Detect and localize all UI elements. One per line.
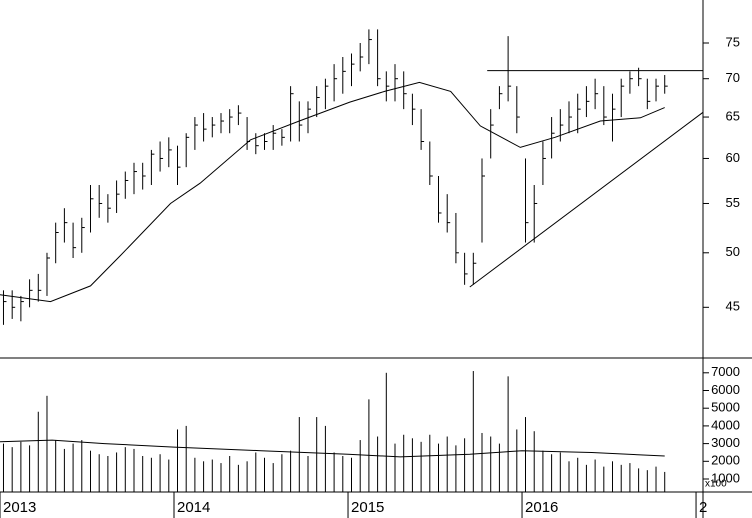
x-tick-label: 2015 <box>351 499 384 516</box>
trend-line <box>469 111 704 288</box>
y-tick-label: 60 <box>726 150 740 165</box>
y-tick-label: 1000 <box>711 470 740 485</box>
y-tick-label: 2000 <box>711 453 740 468</box>
y-tick-label: 55 <box>726 195 740 210</box>
y-tick-label: 7000 <box>711 364 740 379</box>
y-tick-label: 5000 <box>711 400 740 415</box>
y-tick-label: 50 <box>726 244 740 259</box>
x-tick-label: 2014 <box>177 499 210 516</box>
y-tick-label: 3000 <box>711 435 740 450</box>
y-tick-label: 45 <box>726 299 740 314</box>
x-tick-label: 2 <box>699 499 707 516</box>
y-tick-label: 65 <box>726 108 740 123</box>
moving-average <box>0 81 665 303</box>
y-tick-label: 6000 <box>711 382 740 397</box>
y-tick-label: 70 <box>726 70 740 85</box>
x-tick-label: 2016 <box>525 499 558 516</box>
x-tick-label: 2013 <box>3 499 36 516</box>
axis-multiplier: x100 <box>705 479 727 490</box>
y-tick-label: 75 <box>726 34 740 49</box>
volume-average <box>0 439 665 458</box>
y-tick-label: 4000 <box>711 417 740 432</box>
